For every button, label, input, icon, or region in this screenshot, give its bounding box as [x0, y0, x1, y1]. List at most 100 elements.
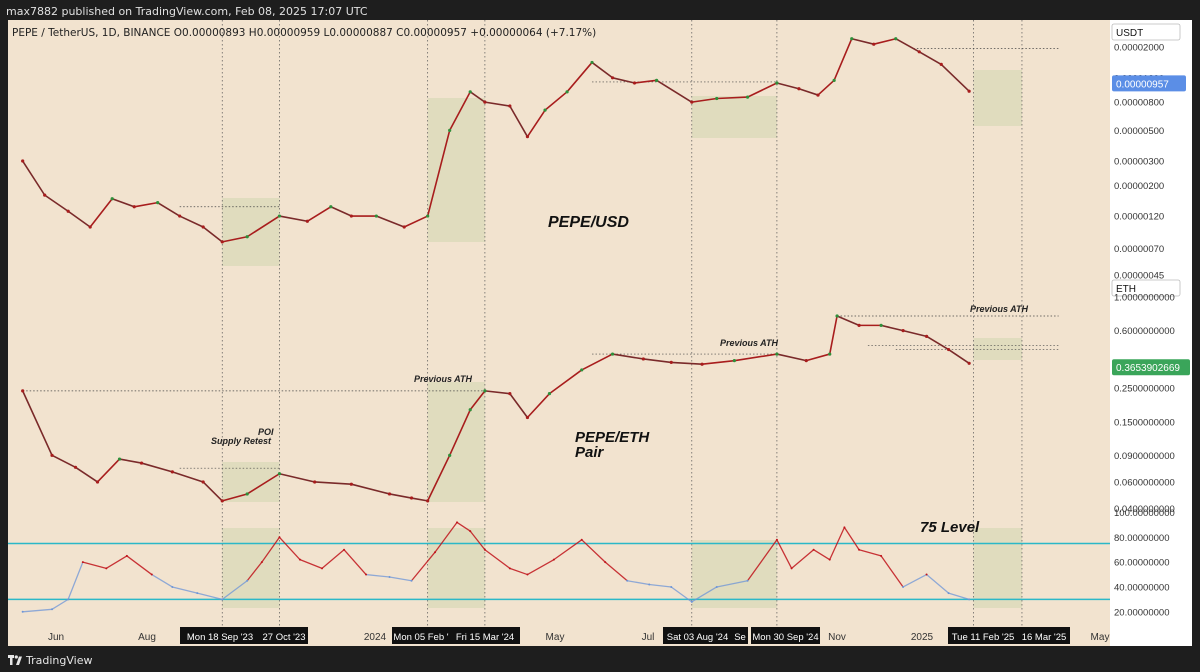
pepe-usd-point: [468, 90, 472, 94]
pepe-eth-point: [468, 408, 472, 412]
pepe-eth-point: [201, 480, 205, 484]
pepe-eth-segment: [733, 353, 778, 362]
x-axis-highlight-label: Tue 11 Feb '25: [952, 632, 1015, 643]
pepe-eth-point: [117, 457, 122, 461]
pepe-eth-segment: [410, 497, 429, 502]
eth-currency-tag: ETH: [1116, 284, 1136, 295]
pepe-usd-segment: [375, 215, 405, 228]
pepe-eth-point: [775, 352, 779, 356]
pepe-eth-segment: [947, 348, 970, 365]
rsi-point: [580, 538, 583, 541]
rsi-segment: [221, 580, 248, 600]
rsi-segment: [484, 549, 511, 569]
pepe-eth-segment: [74, 466, 99, 483]
rsi-point: [626, 579, 629, 582]
pepe-usd-point: [349, 214, 353, 218]
rsi-point: [483, 548, 486, 551]
rsi-segment: [649, 583, 672, 588]
pepe-eth-segment: [388, 493, 413, 499]
rsi-point: [526, 573, 529, 576]
rsi-segment: [51, 598, 69, 610]
tradingview-logo-icon: [8, 655, 22, 665]
pepe-eth-segment: [611, 353, 645, 360]
rsi-point: [880, 554, 883, 557]
rsi-segment: [105, 555, 128, 569]
pepe-usd-point: [565, 90, 569, 94]
pepe-usd-segment: [872, 37, 897, 45]
footer-brand: TradingView: [26, 654, 93, 667]
pepe-usd-segment: [330, 205, 353, 217]
rsi-segment: [197, 592, 223, 601]
rsi-point: [925, 573, 928, 576]
rsi-point: [196, 592, 199, 595]
rsi-segment: [343, 549, 367, 575]
rsi-segment: [67, 561, 84, 600]
rsi-point: [968, 598, 971, 601]
eth-tick-label: 0.0900000000: [1114, 451, 1175, 462]
pepe-usd-segment: [894, 37, 921, 53]
rsi-segment: [527, 559, 555, 576]
highlight-zone: [222, 528, 280, 608]
pepe-usd-point: [329, 205, 333, 209]
pepe-usd-segment: [178, 215, 204, 228]
pepe-usd-point: [525, 135, 530, 139]
pepe-eth-point: [277, 472, 282, 476]
x-axis-label: Jul: [642, 632, 655, 643]
eth-tick-label: 1.0000000000: [1114, 293, 1175, 304]
pepe-usd-point: [426, 214, 430, 218]
pepe-eth-segment: [701, 359, 736, 366]
rsi-segment: [627, 580, 650, 586]
highlight-zone: [973, 70, 1022, 126]
pepe-eth-point: [669, 360, 673, 365]
pepe-eth-point: [857, 323, 861, 327]
rsi-segment: [82, 561, 107, 569]
rsi-segment: [880, 555, 904, 588]
pepe-eth-point: [804, 359, 808, 363]
pepe-usd-segment: [67, 210, 91, 228]
rsi-point: [902, 585, 905, 588]
rsi-segment: [278, 536, 301, 561]
rsi-point: [278, 536, 281, 539]
price-scale[interactable]: USDT0.000020000.000012000.000008000.0000…: [1110, 20, 1192, 646]
pepe-eth-point: [349, 482, 353, 486]
pepe-usd-segment: [133, 201, 159, 208]
annotation-pair: Pair: [575, 444, 605, 461]
rsi-segment: [469, 530, 486, 551]
pepe-usd-segment: [776, 82, 800, 90]
pepe-usd-point: [850, 37, 854, 41]
pepe-usd-segment: [918, 51, 943, 66]
annotation-previous-ath: Previous ATH: [414, 374, 473, 384]
pepe-eth-segment: [21, 390, 53, 457]
pepe-usd-point: [508, 104, 512, 108]
pepe-eth-segment: [526, 392, 551, 419]
pepe-usd-segment: [426, 129, 451, 217]
x-axis-highlight-label: Sat 03 Aug '24: [667, 632, 729, 643]
pepe-eth-point: [426, 499, 430, 503]
pepe-usd-segment: [655, 79, 693, 103]
x-axis-highlight-box: [450, 627, 520, 644]
pepe-eth-segment: [202, 481, 224, 502]
pepe-eth-point: [73, 465, 78, 469]
pepe-eth-point: [547, 392, 552, 396]
pepe-eth-point: [946, 347, 951, 352]
pepe-eth-point: [700, 362, 704, 366]
pepe-usd-point: [832, 78, 836, 82]
chart-svg[interactable]: PEPE/USD Previous ATH Previous ATH Previous…: [8, 20, 1110, 646]
rsi-point: [843, 526, 846, 529]
pepe-eth-segment: [925, 335, 950, 351]
pepe-eth-point: [483, 389, 487, 393]
chart-area[interactable]: PEPE/USD Previous ATH Previous ATH Previous…: [8, 20, 1110, 646]
pepe-usd-segment: [509, 105, 529, 138]
pepe-eth-segment: [805, 353, 831, 362]
pepe-eth-segment: [140, 462, 174, 473]
pepe-eth-point: [220, 499, 224, 503]
x-axis-label: May: [546, 632, 565, 643]
highlight-zone: [222, 462, 280, 502]
rsi-segment: [365, 573, 390, 578]
annotation-supply-retest: Supply Retest: [211, 436, 272, 446]
pepe-usd-point: [374, 214, 378, 218]
rsi-segment: [843, 527, 860, 551]
rsi-segment: [299, 559, 323, 569]
x-axis-label: 2025: [911, 632, 934, 643]
pepe-eth-segment: [96, 458, 121, 483]
